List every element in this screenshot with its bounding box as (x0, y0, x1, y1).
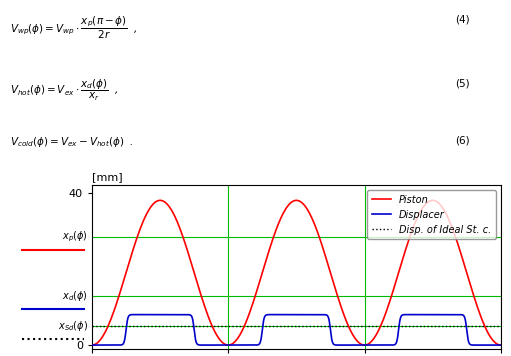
Text: $x_p(\phi)$: $x_p(\phi)$ (62, 229, 88, 244)
Text: $x_d(\phi)$: $x_d(\phi)$ (62, 289, 88, 303)
Text: $x_{Sd}(\phi)$: $x_{Sd}(\phi)$ (58, 319, 88, 333)
Text: $V_{cold}(\phi) = V_{ex} - V_{hot}(\phi)$  .: $V_{cold}(\phi) = V_{ex} - V_{hot}(\phi)… (10, 135, 134, 149)
Text: (5): (5) (455, 78, 470, 88)
Text: (6): (6) (455, 135, 470, 145)
Text: (4): (4) (455, 14, 470, 24)
Text: [mm]: [mm] (92, 172, 123, 182)
Legend: Piston, Displacer, Disp. of Ideal St. c.: Piston, Displacer, Disp. of Ideal St. c. (367, 190, 496, 240)
Text: $V_{wp}(\phi) = V_{wp} \cdot \dfrac{x_p(\pi - \phi)}{2r}$  ,: $V_{wp}(\phi) = V_{wp} \cdot \dfrac{x_p(… (10, 14, 138, 41)
Text: $V_{hot}(\phi) = V_{ex} \cdot \dfrac{x_d(\phi)}{x_r}$  ,: $V_{hot}(\phi) = V_{ex} \cdot \dfrac{x_d… (10, 78, 119, 103)
